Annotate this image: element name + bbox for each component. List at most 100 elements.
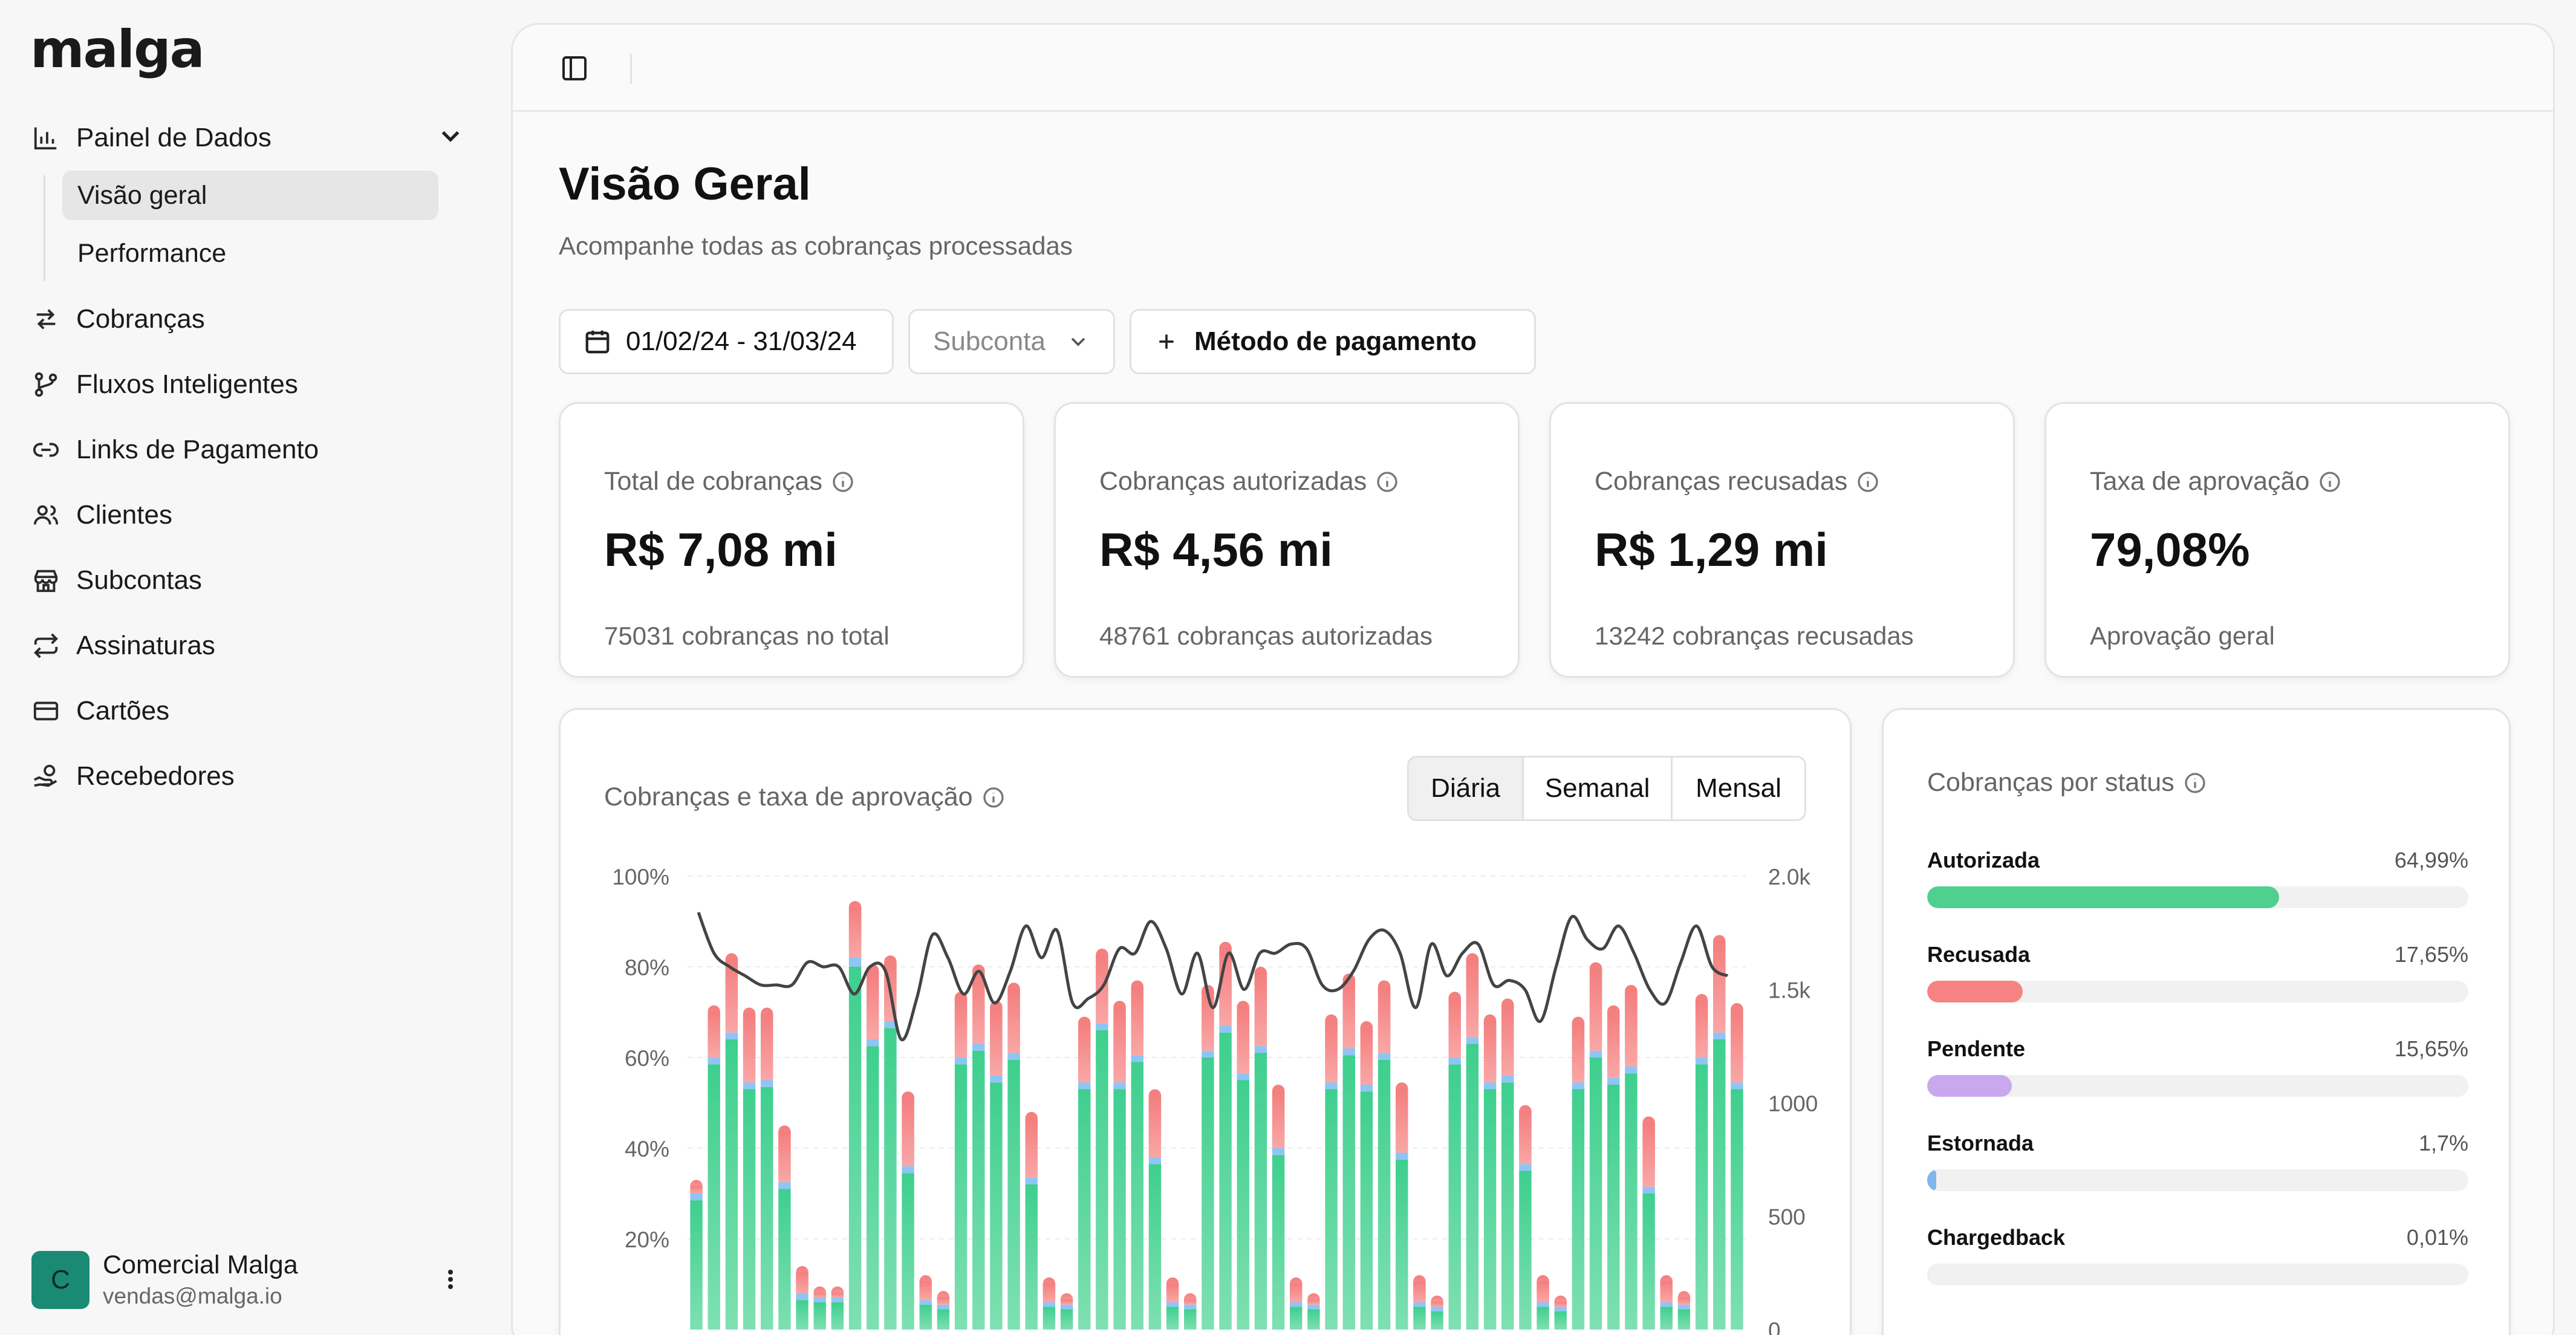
bar-reversed — [1431, 1307, 1443, 1311]
period-tab-diaria[interactable]: Diária — [1409, 758, 1524, 819]
bar-refused-body — [778, 1131, 791, 1183]
right-axis-tick-label: 1000 — [1768, 1091, 1818, 1116]
bar-authorized — [1589, 1057, 1602, 1330]
bar-reversed — [1537, 1302, 1549, 1307]
sidebar-item-cobrancas[interactable]: Cobranças — [31, 295, 205, 343]
page-subtitle: Acompanhe todas as cobranças processadas — [559, 232, 1073, 260]
bar-refused-body — [848, 907, 862, 958]
bar-reversed — [1695, 1057, 1708, 1065]
bar-reversed — [1360, 1085, 1373, 1092]
right-axis-tick-label: 0 — [1768, 1318, 1781, 1335]
date-range-picker[interactable]: 01/02/24 - 31/03/24 — [559, 309, 894, 374]
sidebar-toggle-icon[interactable] — [560, 54, 589, 83]
status-bar-track — [1927, 1169, 2468, 1191]
bar-reversed — [1396, 1152, 1408, 1160]
info-icon[interactable] — [1856, 470, 1880, 494]
sidebar-item-painel-de-dados[interactable]: Painel de Dados — [31, 114, 272, 162]
info-icon[interactable] — [831, 470, 855, 494]
status-row-autorizada[interactable]: Autorizada 64,99% — [1927, 848, 2468, 914]
bar-reversed — [1448, 1057, 1461, 1065]
status-card-title: Cobranças por status — [1927, 768, 2174, 797]
status-row-pendente[interactable]: Pendente 15,65% — [1927, 1036, 2468, 1103]
bar-refused-body — [796, 1272, 808, 1293]
right-axis-tick-label: 2.0k — [1768, 865, 1810, 889]
bar-reversed — [1589, 1050, 1602, 1057]
kpi-value: 79,08% — [2090, 523, 2250, 576]
bar-reversed — [1060, 1304, 1073, 1310]
status-bar-track — [1927, 981, 2468, 1002]
bar-authorized — [1360, 1091, 1373, 1330]
bar-refused-body — [919, 1281, 932, 1301]
bar-authorized — [1202, 1057, 1214, 1330]
status-name: Recusada — [1927, 942, 2031, 967]
date-range-value: 01/02/24 - 31/03/24 — [626, 326, 857, 356]
kpi-value: R$ 4,56 mi — [1099, 523, 1333, 576]
submenu-guide-line — [44, 175, 45, 281]
logo[interactable]: malga — [30, 19, 205, 80]
sidebar-item-recebedores[interactable]: Recebedores — [31, 752, 235, 801]
status-percent: 15,65% — [2394, 1036, 2468, 1061]
info-icon[interactable] — [2318, 470, 2342, 494]
divider — [630, 54, 632, 84]
status-bar-fill — [1927, 886, 2279, 908]
chart-title: Cobranças e taxa de aprovação — [604, 782, 973, 811]
hand-coins-icon — [31, 762, 60, 791]
bar-refused-body — [1237, 1007, 1249, 1074]
sidebar-item-fluxos-inteligentes[interactable]: Fluxos Inteligentes — [31, 360, 298, 409]
sidebar-item-cartoes[interactable]: Cartões — [31, 687, 169, 735]
bar-refused-body — [743, 1013, 756, 1083]
kpi-footer: 48761 cobranças autorizadas — [1099, 622, 1433, 650]
status-percent: 64,99% — [2394, 848, 2468, 872]
bar-refused-body — [1184, 1299, 1197, 1305]
right-axis-tick-label: 1.5k — [1768, 978, 1810, 1003]
account-switcher[interactable]: C Comercial Malga vendas@malga.io — [31, 1250, 298, 1309]
sidebar-item-subcontas[interactable]: Subcontas — [31, 556, 202, 605]
sidebar-item-label: Cartões — [76, 696, 170, 726]
info-icon[interactable] — [981, 785, 1006, 810]
bar-authorized — [972, 1050, 985, 1330]
status-bar-fill — [1927, 1264, 1930, 1285]
subconta-select[interactable]: Subconta — [908, 309, 1115, 374]
status-name: Chargedback — [1927, 1225, 2066, 1250]
store-icon — [31, 566, 60, 595]
payment-method-filter-button[interactable]: Método de pagamento — [1130, 309, 1536, 374]
bar-refused-body — [1342, 979, 1355, 1048]
bar-authorized — [1537, 1307, 1549, 1330]
bar-chart-icon — [31, 123, 60, 152]
bar-authorized — [1713, 1039, 1726, 1330]
chevron-down-icon[interactable] — [435, 121, 466, 151]
sidebar-item-links-de-pagamento[interactable]: Links de Pagamento — [31, 426, 319, 474]
bar-reversed — [1219, 1025, 1232, 1033]
bar-authorized — [1607, 1085, 1620, 1330]
bar-authorized — [1660, 1307, 1673, 1330]
status-row-estornada[interactable]: Estornada 1,7% — [1927, 1131, 2468, 1197]
bar-reversed — [848, 958, 862, 967]
chart-card: 20% 40% 60% 80% 100% 0 500 1000 1.5k 2.0k Cobranç… — [559, 708, 1852, 1335]
bar-reversed — [1272, 1148, 1285, 1155]
bar-reversed — [1413, 1302, 1426, 1307]
sidebar-item-clientes[interactable]: Clientes — [31, 491, 172, 539]
sidebar-subitem-performance[interactable]: Performance — [62, 229, 438, 278]
period-tab-semanal[interactable]: Semanal — [1524, 758, 1673, 819]
bar-refused-body — [1060, 1299, 1073, 1305]
bar-reversed — [1325, 1082, 1338, 1090]
bar-authorized — [867, 1046, 879, 1330]
status-name: Pendente — [1927, 1036, 2026, 1061]
info-icon[interactable] — [1375, 470, 1399, 494]
sidebar-item-label: Cobranças — [76, 304, 205, 334]
status-percent: 1,7% — [2418, 1131, 2468, 1155]
sidebar-subitem-visao-geral[interactable]: Visão geral — [62, 171, 438, 220]
status-row-recusada[interactable]: Recusada 17,65% — [1927, 942, 2468, 1009]
bar-authorized — [1307, 1309, 1320, 1330]
info-icon[interactable] — [2183, 771, 2207, 795]
status-bar-fill — [1927, 1075, 2012, 1097]
status-row-chargedback[interactable]: Chargedback 0,01% — [1927, 1225, 2468, 1291]
bar-authorized — [1007, 1059, 1020, 1330]
left-axis-tick-label: 80% — [625, 955, 669, 980]
period-tab-mensal[interactable]: Mensal — [1696, 773, 1781, 803]
more-options-icon[interactable] — [441, 1267, 460, 1294]
bar-authorized — [761, 1087, 773, 1330]
bar-authorized — [1148, 1164, 1162, 1330]
sidebar-item-assinaturas[interactable]: Assinaturas — [31, 622, 215, 670]
bar-authorized — [1254, 1053, 1267, 1330]
